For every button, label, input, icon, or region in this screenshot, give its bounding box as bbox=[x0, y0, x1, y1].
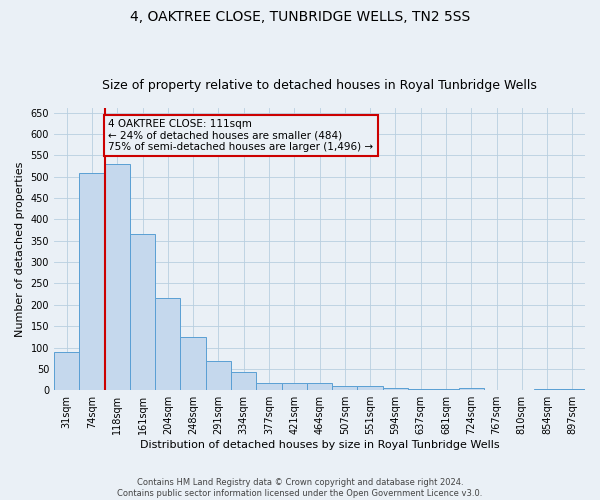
Title: Size of property relative to detached houses in Royal Tunbridge Wells: Size of property relative to detached ho… bbox=[102, 79, 537, 92]
Text: 4 OAKTREE CLOSE: 111sqm
← 24% of detached houses are smaller (484)
75% of semi-d: 4 OAKTREE CLOSE: 111sqm ← 24% of detache… bbox=[109, 119, 374, 152]
Bar bbox=[383, 388, 408, 390]
Text: Contains HM Land Registry data © Crown copyright and database right 2024.
Contai: Contains HM Land Registry data © Crown c… bbox=[118, 478, 482, 498]
X-axis label: Distribution of detached houses by size in Royal Tunbridge Wells: Distribution of detached houses by size … bbox=[140, 440, 499, 450]
Bar bbox=[79, 174, 104, 390]
Bar bbox=[130, 234, 155, 390]
Bar bbox=[560, 388, 585, 390]
Text: 4, OAKTREE CLOSE, TUNBRIDGE WELLS, TN2 5SS: 4, OAKTREE CLOSE, TUNBRIDGE WELLS, TN2 5… bbox=[130, 10, 470, 24]
Bar bbox=[104, 164, 130, 390]
Bar bbox=[181, 337, 206, 390]
Bar bbox=[231, 372, 256, 390]
Bar bbox=[206, 361, 231, 390]
Bar bbox=[256, 384, 281, 390]
Bar bbox=[281, 383, 307, 390]
Bar bbox=[155, 298, 181, 390]
Bar bbox=[54, 352, 79, 390]
Bar bbox=[458, 388, 484, 390]
Bar bbox=[358, 386, 383, 390]
Y-axis label: Number of detached properties: Number of detached properties bbox=[15, 162, 25, 337]
Bar bbox=[332, 386, 358, 390]
Bar bbox=[535, 388, 560, 390]
Bar bbox=[307, 383, 332, 390]
